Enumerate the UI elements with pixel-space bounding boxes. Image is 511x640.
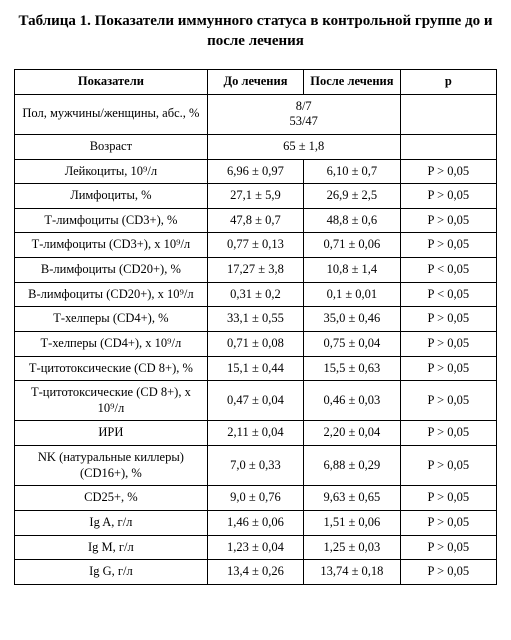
row-after: 2,20 ± 0,04 xyxy=(304,421,400,446)
table-row: Лимфоциты, %27,1 ± 5,926,9 ± 2,5P > 0,05 xyxy=(15,184,497,209)
sex-row: Пол, мужчины/женщины, абс., % 8/7 53/47 xyxy=(15,94,497,134)
table-row: Т-цитотоксические (CD 8+), %15,1 ± 0,441… xyxy=(15,356,497,381)
row-before: 1,46 ± 0,06 xyxy=(207,510,303,535)
table-row: Т-лимфоциты (CD3+), х 10⁹/л0,77 ± 0,130,… xyxy=(15,233,497,258)
row-p: P < 0,05 xyxy=(400,282,496,307)
row-after: 48,8 ± 0,6 xyxy=(304,208,400,233)
row-p: P > 0,05 xyxy=(400,307,496,332)
sex-abs: 8/7 xyxy=(296,99,312,113)
row-after: 6,88 ± 0,29 xyxy=(304,446,400,486)
row-label: В-лимфоциты (CD20+), % xyxy=(15,258,208,283)
row-label: ИРИ xyxy=(15,421,208,446)
header-before: До лечения xyxy=(207,70,303,95)
row-after: 26,9 ± 2,5 xyxy=(304,184,400,209)
row-label: Ig G, г/л xyxy=(15,560,208,585)
table-row: В-лимфоциты (CD20+), %17,27 ± 3,810,8 ± … xyxy=(15,258,497,283)
row-p: P > 0,05 xyxy=(400,486,496,511)
row-after: 10,8 ± 1,4 xyxy=(304,258,400,283)
header-p: p xyxy=(400,70,496,95)
row-after: 0,75 ± 0,04 xyxy=(304,331,400,356)
row-before: 0,71 ± 0,08 xyxy=(207,331,303,356)
row-p: P > 0,05 xyxy=(400,159,496,184)
row-after: 0,46 ± 0,03 xyxy=(304,381,400,421)
sex-value: 8/7 53/47 xyxy=(207,94,400,134)
row-label: Т-хелперы (CD4+), х 10⁹/л xyxy=(15,331,208,356)
row-before: 6,96 ± 0,97 xyxy=(207,159,303,184)
row-before: 0,77 ± 0,13 xyxy=(207,233,303,258)
row-p: P > 0,05 xyxy=(400,381,496,421)
row-label: Т-цитотоксические (CD 8+), х 10⁹/л xyxy=(15,381,208,421)
row-label: CD25+, % xyxy=(15,486,208,511)
row-after: 1,25 ± 0,03 xyxy=(304,535,400,560)
row-after: 15,5 ± 0,63 xyxy=(304,356,400,381)
row-before: 2,11 ± 0,04 xyxy=(207,421,303,446)
table-row: Ig G, г/л13,4 ± 0,2613,74 ± 0,18P > 0,05 xyxy=(15,560,497,585)
age-row: Возраст 65 ± 1,8 xyxy=(15,134,497,159)
table-title: Таблица 1. Показатели иммунного статуса … xyxy=(14,12,497,51)
table-row: Лейкоциты, 10⁹/л6,96 ± 0,976,10 ± 0,7P >… xyxy=(15,159,497,184)
row-p: P > 0,05 xyxy=(400,535,496,560)
table-row: NK (натуральные киллеры) (CD16+), %7,0 ±… xyxy=(15,446,497,486)
age-p-empty xyxy=(400,134,496,159)
sex-label: Пол, мужчины/женщины, абс., % xyxy=(15,94,208,134)
row-before: 9,0 ± 0,76 xyxy=(207,486,303,511)
table-row: Ig A, г/л1,46 ± 0,061,51 ± 0,06P > 0,05 xyxy=(15,510,497,535)
age-value: 65 ± 1,8 xyxy=(207,134,400,159)
row-before: 13,4 ± 0,26 xyxy=(207,560,303,585)
row-label: Т-лимфоциты (CD3+), х 10⁹/л xyxy=(15,233,208,258)
row-before: 47,8 ± 0,7 xyxy=(207,208,303,233)
table-row: Т-хелперы (CD4+), х 10⁹/л0,71 ± 0,080,75… xyxy=(15,331,497,356)
row-after: 6,10 ± 0,7 xyxy=(304,159,400,184)
row-p: P > 0,05 xyxy=(400,184,496,209)
table-row: CD25+, %9,0 ± 0,769,63 ± 0,65P > 0,05 xyxy=(15,486,497,511)
row-label: В-лимфоциты (CD20+), х 10⁹/л xyxy=(15,282,208,307)
sex-pct: 53/47 xyxy=(289,114,317,128)
row-label: Т-хелперы (CD4+), % xyxy=(15,307,208,332)
row-label: Ig M, г/л xyxy=(15,535,208,560)
table-row: Т-цитотоксические (CD 8+), х 10⁹/л0,47 ±… xyxy=(15,381,497,421)
age-label: Возраст xyxy=(15,134,208,159)
row-before: 17,27 ± 3,8 xyxy=(207,258,303,283)
row-after: 0,1 ± 0,01 xyxy=(304,282,400,307)
row-after: 35,0 ± 0,46 xyxy=(304,307,400,332)
row-label: Лейкоциты, 10⁹/л xyxy=(15,159,208,184)
row-before: 27,1 ± 5,9 xyxy=(207,184,303,209)
row-after: 13,74 ± 0,18 xyxy=(304,560,400,585)
immune-status-table: Показатели До лечения После лечения p По… xyxy=(14,69,497,585)
row-p: P > 0,05 xyxy=(400,356,496,381)
row-p: P > 0,05 xyxy=(400,421,496,446)
row-before: 7,0 ± 0,33 xyxy=(207,446,303,486)
row-before: 1,23 ± 0,04 xyxy=(207,535,303,560)
row-before: 0,47 ± 0,04 xyxy=(207,381,303,421)
header-row: Показатели До лечения После лечения p xyxy=(15,70,497,95)
row-p: P < 0,05 xyxy=(400,258,496,283)
row-label: NK (натуральные киллеры) (CD16+), % xyxy=(15,446,208,486)
row-label: Т-цитотоксические (CD 8+), % xyxy=(15,356,208,381)
sex-p-empty xyxy=(400,94,496,134)
row-after: 0,71 ± 0,06 xyxy=(304,233,400,258)
row-before: 0,31 ± 0,2 xyxy=(207,282,303,307)
row-before: 33,1 ± 0,55 xyxy=(207,307,303,332)
row-label: Т-лимфоциты (CD3+), % xyxy=(15,208,208,233)
row-p: P > 0,05 xyxy=(400,560,496,585)
row-p: P > 0,05 xyxy=(400,510,496,535)
row-p: P > 0,05 xyxy=(400,446,496,486)
row-label: Лимфоциты, % xyxy=(15,184,208,209)
table-row: В-лимфоциты (CD20+), х 10⁹/л0,31 ± 0,20,… xyxy=(15,282,497,307)
table-row: Т-хелперы (CD4+), %33,1 ± 0,5535,0 ± 0,4… xyxy=(15,307,497,332)
row-p: P > 0,05 xyxy=(400,208,496,233)
header-after: После лечения xyxy=(304,70,400,95)
table-row: Ig M, г/л1,23 ± 0,041,25 ± 0,03P > 0,05 xyxy=(15,535,497,560)
row-label: Ig A, г/л xyxy=(15,510,208,535)
row-before: 15,1 ± 0,44 xyxy=(207,356,303,381)
row-after: 9,63 ± 0,65 xyxy=(304,486,400,511)
table-row: ИРИ2,11 ± 0,042,20 ± 0,04P > 0,05 xyxy=(15,421,497,446)
row-p: P > 0,05 xyxy=(400,233,496,258)
row-p: P > 0,05 xyxy=(400,331,496,356)
header-indicator: Показатели xyxy=(15,70,208,95)
table-row: Т-лимфоциты (CD3+), %47,8 ± 0,748,8 ± 0,… xyxy=(15,208,497,233)
row-after: 1,51 ± 0,06 xyxy=(304,510,400,535)
